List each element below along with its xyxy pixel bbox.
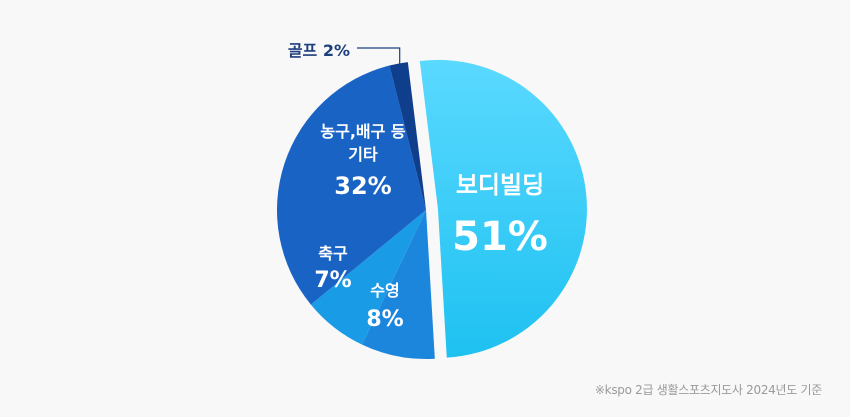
pie-slice	[419, 59, 587, 358]
pie-slice	[389, 62, 426, 210]
callout-line	[357, 47, 401, 70]
pie-slice	[276, 65, 426, 305]
source-footnote: ※kspo 2급 생활스포츠지도사 2024년도 기준	[594, 383, 822, 397]
slice-label: 골프 2%	[288, 41, 350, 60]
slice-label: 보디빌딩	[456, 171, 544, 199]
slice-label: 기타	[348, 145, 378, 164]
pie-slice	[362, 210, 435, 359]
slice-label: 수영	[370, 281, 399, 300]
slice-percent: 7%	[314, 268, 351, 293]
slice-label: 농구,배구 등	[320, 122, 406, 141]
pie-slice	[310, 210, 426, 345]
slice-label: 축구	[318, 244, 348, 263]
slice-percent: 8%	[366, 307, 403, 332]
slice-percent: 32%	[334, 172, 391, 200]
slice-percent: 51%	[452, 214, 548, 260]
